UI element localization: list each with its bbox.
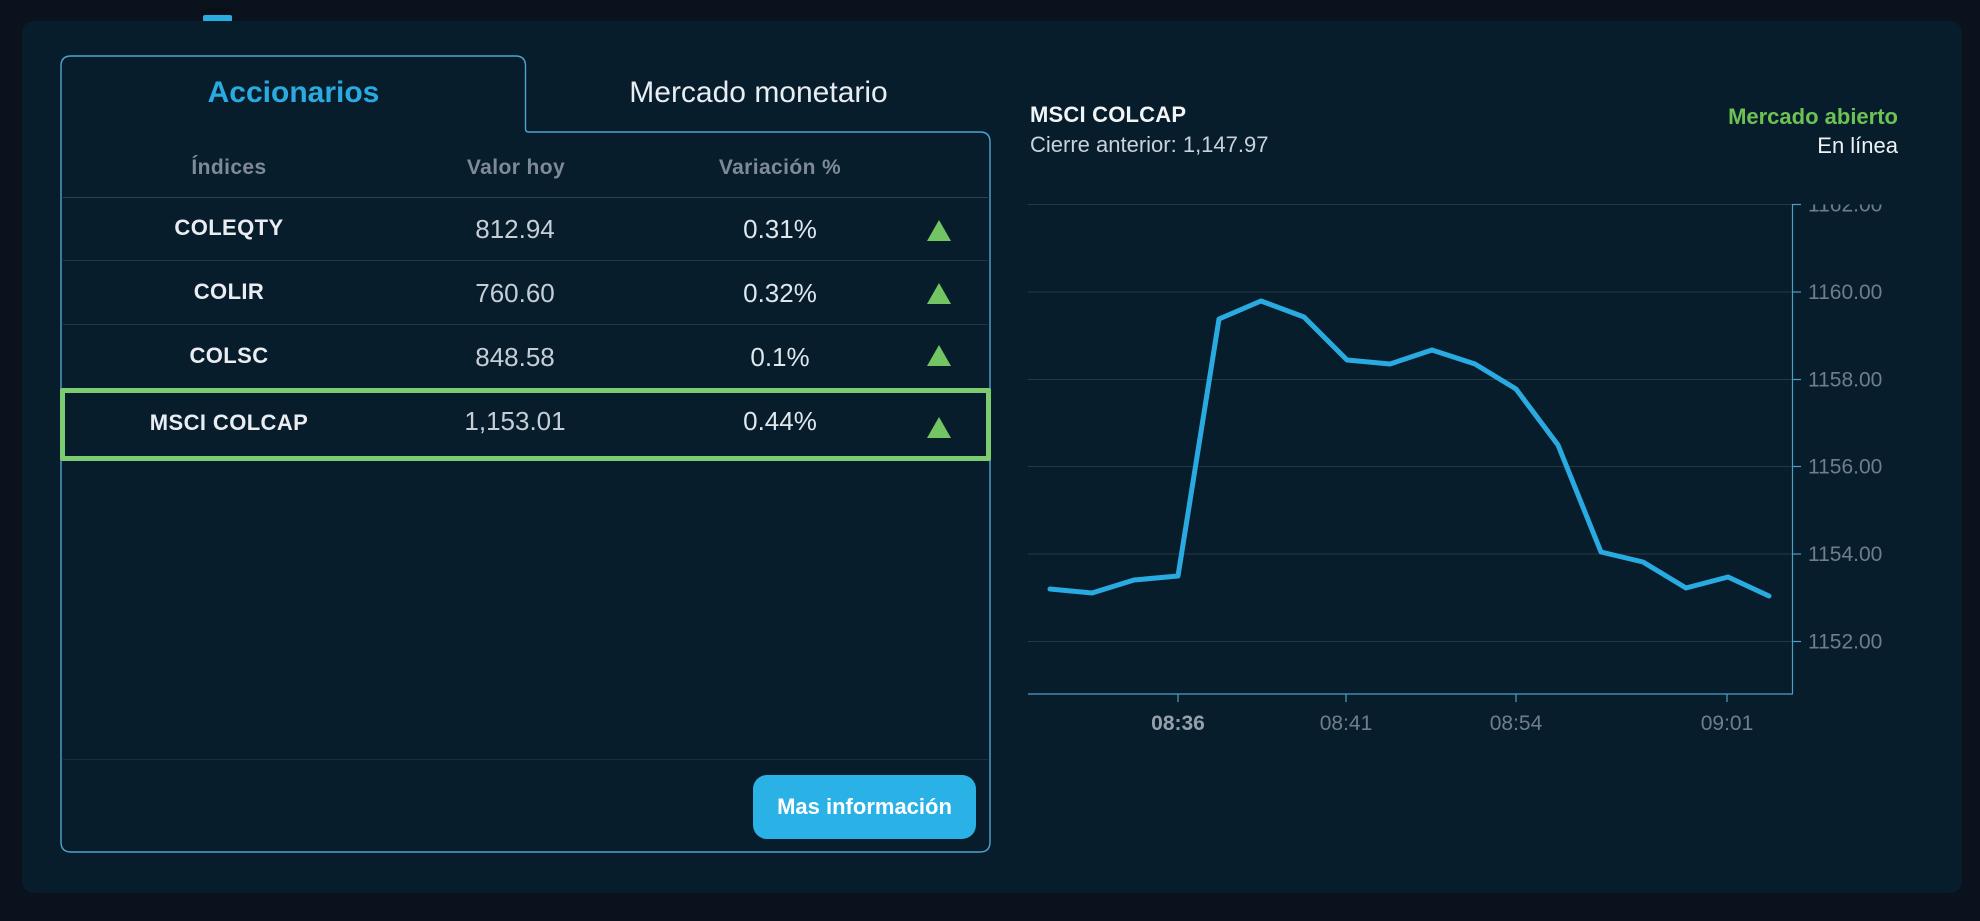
svg-text:1154.00: 1154.00 <box>1808 543 1882 566</box>
svg-text:1158.00: 1158.00 <box>1808 369 1882 392</box>
svg-text:09:01: 09:01 <box>1701 712 1754 735</box>
svg-text:1162.00: 1162.00 <box>1808 194 1882 217</box>
svg-text:1152.00: 1152.00 <box>1808 631 1882 654</box>
svg-text:08:41: 08:41 <box>1320 712 1373 735</box>
svg-text:08:36: 08:36 <box>1151 712 1205 735</box>
svg-text:1160.00: 1160.00 <box>1808 281 1882 304</box>
svg-text:08:54: 08:54 <box>1490 712 1543 735</box>
svg-text:1156.00: 1156.00 <box>1808 456 1882 479</box>
